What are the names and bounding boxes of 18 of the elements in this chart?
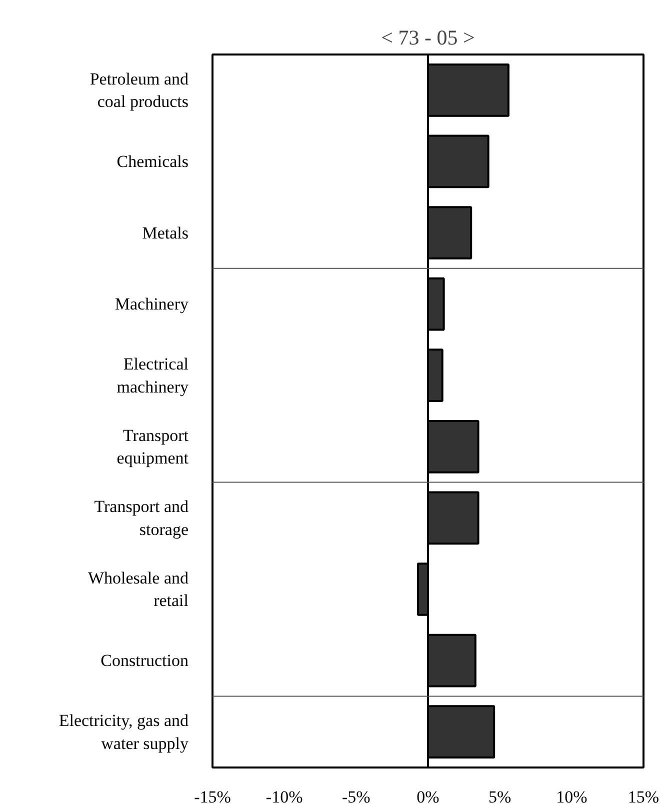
y-tick-label: Electrical machinery: [116, 354, 189, 396]
y-tick-label: Electricity, gas and water supply: [58, 710, 189, 753]
y-tick-label: Chemicals: [116, 152, 189, 171]
chart-subtitle: < 73 - 05 >: [381, 26, 475, 50]
y-tick-label: Petroleum and coal products: [90, 69, 189, 112]
x-tick-label: 15%: [628, 788, 660, 806]
y-tick-label: Transport and storage: [94, 497, 189, 539]
x-tick-label: -10%: [266, 788, 303, 806]
x-tick-label: -5%: [342, 788, 370, 806]
x-tick-label: 5%: [488, 788, 512, 806]
x-tick-label: 10%: [556, 788, 588, 806]
y-tick-label: Transport equipment: [116, 426, 189, 468]
y-tick-label: Wholesale and retail: [88, 568, 189, 610]
x-tick-label: -15%: [194, 788, 231, 806]
y-tick-label: Construction: [100, 651, 189, 670]
y-tick-label: Machinery: [114, 294, 189, 314]
y-tick-label: Metals: [142, 223, 189, 242]
x-tick-label: 0%: [416, 788, 440, 806]
